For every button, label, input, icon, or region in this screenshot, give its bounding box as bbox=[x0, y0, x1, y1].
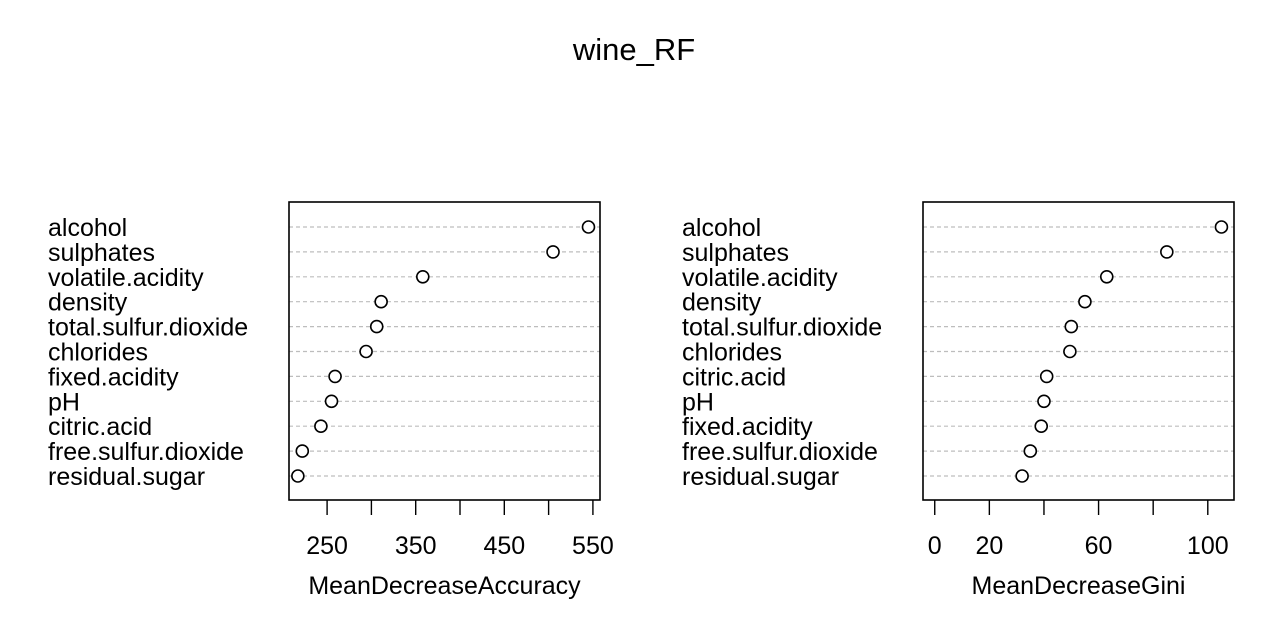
data-point bbox=[1160, 245, 1174, 259]
data-point bbox=[314, 419, 328, 434]
x-tick-label: 60 bbox=[1085, 532, 1113, 560]
category-label: density bbox=[48, 289, 128, 317]
category-label: volatile.acidity bbox=[682, 264, 838, 292]
data-point bbox=[324, 394, 339, 409]
data-point bbox=[328, 369, 342, 384]
data-point bbox=[295, 444, 310, 458]
category-label: free.sulfur.dioxide bbox=[48, 438, 244, 466]
category-label: total.sulfur.dioxide bbox=[48, 314, 248, 342]
category-label: citric.acid bbox=[48, 413, 152, 441]
data-point bbox=[415, 269, 430, 284]
data-point bbox=[1063, 344, 1077, 359]
data-point bbox=[1078, 294, 1092, 309]
data-point bbox=[369, 319, 384, 334]
category-label: volatile.acidity bbox=[48, 264, 204, 292]
category-label: fixed.acidity bbox=[682, 413, 813, 441]
x-tick-label: 100 bbox=[1187, 532, 1229, 560]
data-point bbox=[359, 344, 373, 359]
category-label: pH bbox=[682, 388, 714, 416]
data-point bbox=[1037, 394, 1051, 409]
category-label: residual.sugar bbox=[48, 463, 205, 491]
x-tick-label: 350 bbox=[395, 532, 437, 560]
category-label: alcohol bbox=[682, 214, 761, 242]
category-label: fixed.acidity bbox=[48, 363, 179, 391]
category-label: sulphates bbox=[48, 239, 155, 267]
plot-frame bbox=[922, 201, 1235, 501]
x-tick-label: 450 bbox=[483, 532, 525, 560]
category-label: density bbox=[682, 289, 762, 317]
data-point bbox=[1214, 220, 1229, 234]
data-point bbox=[1064, 319, 1079, 334]
data-point bbox=[1039, 369, 1054, 384]
x-axis-label: MeanDecreaseGini bbox=[972, 572, 1186, 600]
data-point bbox=[546, 245, 560, 259]
category-label: residual.sugar bbox=[682, 463, 839, 491]
data-point bbox=[1099, 269, 1114, 284]
category-label: sulphates bbox=[682, 239, 789, 267]
category-label: chlorides bbox=[682, 339, 782, 367]
x-tick-label: 20 bbox=[975, 532, 1003, 560]
category-label: alcohol bbox=[48, 214, 127, 242]
category-label: free.sulfur.dioxide bbox=[682, 438, 878, 466]
data-point bbox=[581, 220, 596, 234]
data-point bbox=[374, 294, 388, 309]
category-label: pH bbox=[48, 388, 80, 416]
category-label: total.sulfur.dioxide bbox=[682, 314, 882, 342]
x-axis-label: MeanDecreaseAccuracy bbox=[308, 572, 581, 600]
chart-title: wine_RF bbox=[572, 32, 695, 67]
panel-1: alcoholsulphatesvolatile.aciditydensityt… bbox=[48, 201, 614, 600]
plot-frame bbox=[288, 201, 601, 501]
x-tick-label: 250 bbox=[306, 532, 348, 560]
x-tick-label: 0 bbox=[928, 532, 942, 560]
category-label: citric.acid bbox=[682, 363, 786, 391]
data-point bbox=[291, 469, 305, 483]
category-label: chlorides bbox=[48, 339, 148, 367]
panel-2: alcoholsulphatesvolatile.aciditydensityt… bbox=[682, 201, 1235, 600]
data-point bbox=[1015, 469, 1029, 483]
data-point bbox=[1023, 444, 1038, 458]
x-tick-label: 550 bbox=[572, 532, 614, 560]
data-point bbox=[1034, 419, 1049, 434]
